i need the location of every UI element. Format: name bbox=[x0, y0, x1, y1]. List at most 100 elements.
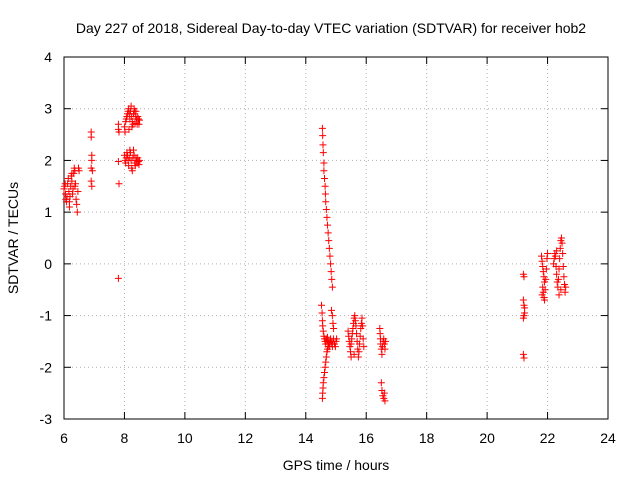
data-point bbox=[348, 335, 356, 343]
data-point bbox=[114, 274, 122, 282]
data-point bbox=[519, 350, 527, 358]
data-point bbox=[321, 368, 329, 376]
data-point bbox=[319, 149, 327, 157]
data-point bbox=[520, 273, 528, 281]
data-point bbox=[68, 169, 76, 177]
data-point bbox=[327, 268, 335, 276]
data-point bbox=[377, 379, 385, 387]
data-point bbox=[360, 343, 368, 351]
y-tick-label: -1 bbox=[40, 308, 53, 324]
data-point bbox=[557, 234, 565, 242]
chart-title: Day 227 of 2018, Sidereal Day-to-day VTE… bbox=[76, 20, 586, 36]
data-point bbox=[321, 182, 329, 190]
x-tick-label: 8 bbox=[121, 430, 129, 446]
data-point bbox=[358, 314, 366, 322]
data-point bbox=[88, 182, 96, 190]
y-tick-label: 3 bbox=[44, 101, 52, 117]
data-point bbox=[328, 275, 336, 283]
data-point bbox=[132, 107, 140, 115]
data-point bbox=[327, 260, 335, 268]
data-point bbox=[319, 141, 327, 149]
data-point bbox=[331, 343, 339, 351]
data-point bbox=[115, 128, 123, 136]
y-axis: -3 -2 -1 0 1 2 3 4 bbox=[40, 49, 608, 427]
data-point bbox=[71, 182, 79, 190]
data-point bbox=[553, 247, 561, 255]
data-point bbox=[520, 354, 528, 362]
data-point bbox=[322, 198, 330, 206]
data-point bbox=[359, 322, 367, 330]
data-point bbox=[542, 275, 550, 283]
data-point bbox=[324, 229, 332, 237]
x-axis-label: GPS time / hours bbox=[283, 457, 390, 473]
data-point bbox=[73, 200, 81, 208]
data-point bbox=[324, 333, 332, 341]
y-tick-label: 0 bbox=[44, 256, 52, 272]
data-point bbox=[542, 265, 550, 273]
y-tick-label: 4 bbox=[44, 49, 52, 65]
data-point bbox=[320, 167, 328, 175]
data-point bbox=[325, 244, 333, 252]
data-point bbox=[136, 116, 144, 124]
data-point bbox=[115, 180, 123, 188]
data-point bbox=[557, 286, 565, 294]
data-point bbox=[519, 296, 527, 304]
data-point bbox=[318, 124, 326, 132]
data-point bbox=[380, 389, 388, 397]
data-point bbox=[322, 353, 330, 361]
data-point bbox=[381, 397, 389, 405]
data-point bbox=[68, 190, 76, 198]
data-point bbox=[134, 115, 142, 123]
data-point bbox=[120, 123, 128, 131]
data-point bbox=[328, 312, 336, 320]
data-point bbox=[538, 252, 546, 260]
data-point bbox=[378, 350, 386, 358]
data-point bbox=[326, 252, 334, 260]
grid-lines bbox=[64, 57, 608, 419]
data-point bbox=[87, 133, 95, 141]
y-tick-label: 2 bbox=[44, 152, 52, 168]
data-point bbox=[323, 213, 331, 221]
data-point bbox=[559, 262, 567, 270]
data-point bbox=[87, 177, 95, 185]
x-tick-label: 12 bbox=[238, 430, 254, 446]
data-point bbox=[324, 343, 332, 351]
data-point bbox=[538, 291, 546, 299]
x-tick-label: 24 bbox=[600, 430, 616, 446]
data-point bbox=[559, 250, 567, 258]
data-point bbox=[551, 252, 559, 260]
data-point bbox=[68, 177, 76, 185]
data-point bbox=[319, 379, 327, 387]
data-point bbox=[555, 291, 563, 299]
data-point bbox=[136, 156, 144, 164]
data-point bbox=[73, 208, 81, 216]
data-point bbox=[344, 327, 352, 335]
data-point bbox=[544, 250, 552, 258]
data-point bbox=[561, 288, 569, 296]
data-point bbox=[88, 156, 96, 164]
data-point bbox=[88, 167, 96, 175]
data-point bbox=[74, 187, 82, 195]
data-point bbox=[135, 161, 143, 169]
data-point bbox=[356, 340, 364, 348]
data-point bbox=[521, 304, 529, 312]
data-point bbox=[114, 157, 122, 165]
y-axis-label: SDTVAR / TECUs bbox=[5, 182, 21, 294]
data-point bbox=[135, 120, 143, 128]
data-point bbox=[320, 159, 328, 167]
data-point bbox=[520, 312, 528, 320]
data-point bbox=[333, 335, 341, 343]
y-tick-label: -2 bbox=[40, 359, 53, 375]
data-point bbox=[543, 255, 551, 263]
data-point bbox=[134, 157, 142, 165]
data-point bbox=[556, 244, 564, 252]
data-point bbox=[320, 374, 328, 382]
data-point bbox=[319, 132, 327, 140]
x-tick-label: 14 bbox=[298, 430, 314, 446]
data-point bbox=[319, 322, 327, 330]
data-point bbox=[553, 270, 561, 278]
data-point bbox=[555, 265, 563, 273]
data-point bbox=[556, 255, 564, 263]
x-tick-label: 6 bbox=[60, 430, 68, 446]
